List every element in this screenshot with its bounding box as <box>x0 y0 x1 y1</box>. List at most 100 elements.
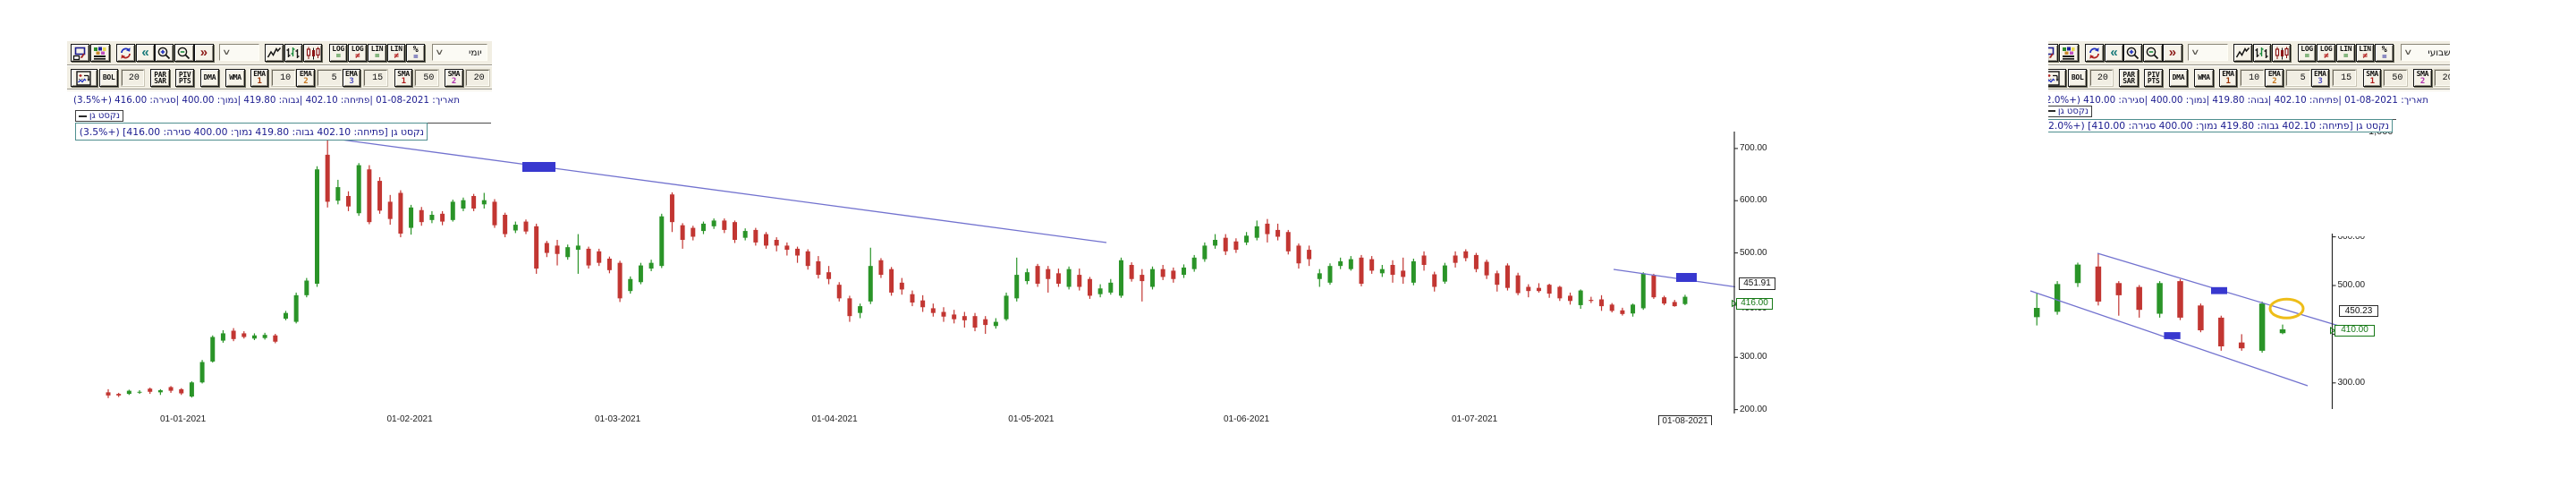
bollinger-period-input[interactable] <box>122 70 144 86</box>
button-sublabel: ≠ <box>394 51 399 61</box>
symbol-combobox[interactable]: ∨ <box>2187 44 2229 61</box>
candle-body <box>157 390 163 393</box>
annotation-dash <box>522 162 555 172</box>
indicator-settings-button[interactable] <box>70 69 97 87</box>
candle-body <box>1546 285 1552 294</box>
sma2-period-input[interactable] <box>2434 70 2450 86</box>
line-chart-button[interactable] <box>264 44 284 62</box>
sma2-period-input[interactable] <box>465 70 489 86</box>
parabolic-sar-button[interactable]: PAR SAR <box>150 69 170 87</box>
ema3-button[interactable]: EMA 3 <box>342 69 360 87</box>
zoom-in-button[interactable] <box>154 44 174 62</box>
candle-body <box>106 392 111 396</box>
pivot-points-button[interactable]: PIV PTS <box>174 69 195 87</box>
candle-body <box>398 192 403 234</box>
ema2-button[interactable]: EMA 2 <box>296 69 316 87</box>
interval-combobox[interactable]: ∨ יומי <box>432 44 487 61</box>
scroll-back-button[interactable]: « <box>135 44 156 62</box>
log-eq-button[interactable]: LOG = <box>328 44 348 62</box>
scroll-back-button[interactable]: « <box>2104 44 2124 62</box>
icon-shape <box>2048 55 2052 58</box>
daily-chart-plot[interactable] <box>0 0 1798 503</box>
candle-body <box>1307 250 1312 260</box>
wma-button[interactable]: WMA <box>225 69 245 87</box>
refresh-button[interactable] <box>115 44 136 62</box>
log-ne-button[interactable]: LOG ≠ <box>2317 44 2335 62</box>
lin-eq-button[interactable]: LIN = <box>2336 44 2355 62</box>
bollinger-button[interactable]: BOL <box>99 69 119 87</box>
sma1-button[interactable]: SMA 1 <box>394 69 413 87</box>
ema1-button[interactable]: EMA 1 <box>2218 69 2238 87</box>
palette-button[interactable] <box>2059 44 2079 62</box>
ema3-period-input[interactable] <box>2332 70 2357 86</box>
button-sublabel: 2 <box>303 76 309 86</box>
ema2-period-input[interactable] <box>2285 70 2310 86</box>
lin-ne-button[interactable]: LIN ≠ <box>386 44 406 62</box>
candle-chart-button[interactable] <box>2272 44 2291 62</box>
candle-body <box>1160 269 1165 277</box>
percent-button[interactable]: % = <box>406 44 425 62</box>
dma-button[interactable]: DMA <box>2168 69 2189 87</box>
pivot-points-button[interactable]: PIV PTS <box>2143 69 2164 87</box>
line-chart-button[interactable] <box>2233 44 2252 62</box>
scroll-forward-button[interactable]: » <box>194 44 214 62</box>
bollinger-period-input[interactable] <box>2090 70 2113 86</box>
combo-dropdown-arrow-icon[interactable]: ∨ <box>221 47 232 57</box>
weekly-chart-plot[interactable] <box>2004 0 2576 503</box>
candle-body <box>251 335 257 339</box>
icon-shape <box>267 47 281 57</box>
candle-body <box>2033 308 2040 318</box>
lin-eq-button[interactable]: LIN = <box>368 44 386 62</box>
symbol-combobox[interactable]: ∨ <box>218 44 260 61</box>
ema1-period-input[interactable] <box>272 70 296 86</box>
ohlc-chart-icon <box>286 47 300 58</box>
log-eq-button[interactable]: LOG = <box>2297 44 2317 62</box>
combo-dropdown-arrow-icon[interactable]: ∨ <box>435 47 445 57</box>
candle-body <box>628 278 633 292</box>
ema1-button[interactable]: EMA 1 <box>250 69 269 87</box>
combo-dropdown-arrow-icon[interactable]: ∨ <box>2403 47 2413 57</box>
zoom-out-button[interactable] <box>2143 44 2163 62</box>
indicator-settings-button[interactable] <box>2048 69 2066 87</box>
palette-button[interactable] <box>90 44 110 62</box>
sma1-period-input[interactable] <box>415 70 439 86</box>
ema1-period-input[interactable] <box>2241 70 2265 86</box>
sma2-button[interactable]: SMA 2 <box>2413 69 2432 87</box>
palette-icon <box>94 47 106 60</box>
windows-button[interactable] <box>70 44 90 62</box>
ema3-period-input[interactable] <box>363 70 388 86</box>
parabolic-sar-button[interactable]: PAR SAR <box>2119 69 2139 87</box>
zoom-out-button[interactable] <box>174 44 194 62</box>
ema3-button[interactable]: EMA 3 <box>2310 69 2329 87</box>
bollinger-button[interactable]: BOL <box>2068 69 2088 87</box>
sma1-button[interactable]: SMA 1 <box>2362 69 2382 87</box>
zoom-in-button[interactable] <box>2123 44 2143 62</box>
button-label: BOL <box>102 73 115 82</box>
percent-button[interactable]: % = <box>2375 44 2394 62</box>
icon-shape <box>307 47 311 56</box>
candle-body <box>492 201 497 226</box>
windows-button[interactable] <box>2048 44 2059 62</box>
icon-shape <box>2235 47 2250 57</box>
wma-button[interactable]: WMA <box>2194 69 2214 87</box>
dma-button[interactable]: DMA <box>199 69 220 87</box>
price-tick-label: 600.00 <box>2337 236 2366 242</box>
lin-ne-button[interactable]: LIN ≠ <box>2355 44 2375 62</box>
candle-body <box>1536 287 1541 292</box>
candle-body <box>555 245 560 254</box>
candle-body <box>1432 274 1437 287</box>
ohlc-chart-button[interactable] <box>2252 44 2271 62</box>
candle-chart-button[interactable] <box>303 44 322 62</box>
interval-combobox[interactable]: ∨ שבועי <box>2401 44 2450 61</box>
candle-body <box>1369 259 1375 271</box>
sma1-period-input[interactable] <box>2384 70 2408 86</box>
sma2-button[interactable]: SMA 2 <box>445 69 463 87</box>
ema2-period-input[interactable] <box>317 70 342 86</box>
daily-ohlc-info-line: תאריך: 01-08-2021 |פתיחה: 402.10 |גבוה: … <box>72 94 460 106</box>
scroll-forward-button[interactable]: » <box>2163 44 2182 62</box>
log-ne-button[interactable]: LOG ≠ <box>348 44 367 62</box>
combo-dropdown-arrow-icon[interactable]: ∨ <box>2190 47 2200 57</box>
ema2-button[interactable]: EMA 2 <box>2265 69 2284 87</box>
ohlc-chart-button[interactable] <box>284 44 302 62</box>
refresh-button[interactable] <box>2084 44 2105 62</box>
